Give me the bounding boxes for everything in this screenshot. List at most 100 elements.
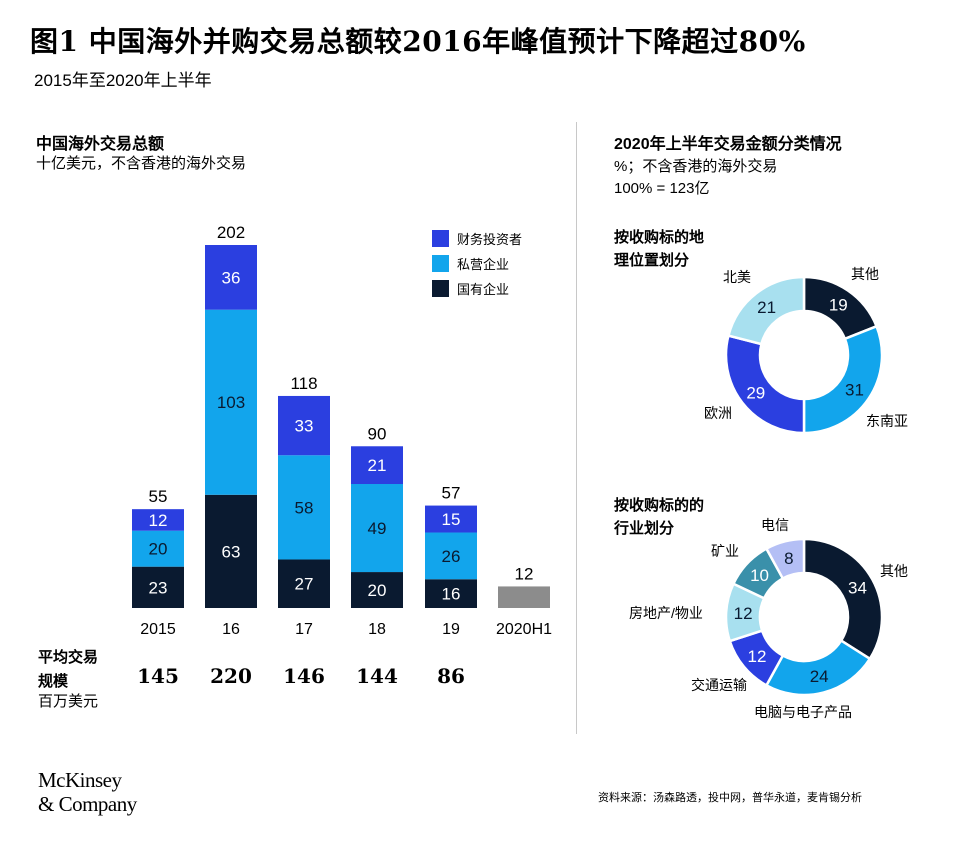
bar-value-label: 12 — [149, 511, 168, 530]
geo-donut-title-line1: 按收购标的地 — [614, 229, 705, 246]
pie-section-total: 100% = 123亿 — [614, 180, 710, 197]
bar-segment-financial — [351, 446, 403, 485]
logo-line2: & Company — [38, 792, 137, 816]
bar-segment-state — [205, 494, 257, 608]
bar-value-label: 103 — [217, 393, 245, 412]
legend-item-state: 国有企业 — [432, 276, 522, 301]
avg-deal-unit: 百万美元 — [38, 693, 99, 710]
bar-segment-private — [351, 484, 403, 573]
bar-total-label: 55 — [149, 487, 168, 506]
bar-chart: 23 20 12 55 2015 63 103 36 202 16 27 58 33 118 17 20 49 2… — [132, 223, 552, 638]
bar-segment-state — [278, 559, 330, 608]
bar-value-label: 27 — [295, 575, 314, 594]
bar-segment-private — [205, 309, 257, 495]
donut-slice — [802, 324, 884, 435]
donut-value-label: 31 — [845, 380, 864, 399]
bar-value-label: 23 — [149, 578, 168, 597]
bar-segment-financial — [425, 505, 477, 533]
legend-item-private: 私营企业 — [432, 251, 522, 276]
bar-segment-state — [425, 579, 477, 608]
legend-label-financial: 财务投资者 — [457, 232, 523, 247]
industry-donut-title: 按收购标的的 行业划分 — [614, 494, 704, 540]
donut-slice — [726, 275, 806, 346]
x-tick-label: 17 — [295, 621, 313, 638]
bar-segment-financial — [278, 395, 330, 456]
bar-total-label: 90 — [368, 424, 387, 443]
pie-section-title: 2020年上半年交易金额分类情况 — [614, 136, 842, 153]
page-title: 图1 中国海外并购交易总额较2016年峰值预计下降超过80% — [30, 25, 806, 58]
x-tick-label: 19 — [442, 621, 460, 638]
donut-category-label: 电脑与电子产品 — [754, 704, 852, 720]
legend-label-private: 私营企业 — [457, 257, 510, 272]
bar-value-label: 33 — [295, 417, 314, 436]
donut-value-label: 19 — [829, 296, 848, 315]
mckinsey-logo: McKinsey & Company — [38, 768, 137, 816]
donut-category-label: 其他 — [880, 563, 908, 579]
avg-deal-title-line1: 平均交易 — [38, 649, 99, 666]
donut-value-label: 24 — [810, 667, 829, 686]
donut-value-label: 21 — [757, 298, 776, 317]
donut-value-label: 12 — [748, 647, 767, 666]
geo-donut-title: 按收购标的地 理位置划分 — [614, 226, 704, 272]
bar-segment-private — [278, 455, 330, 560]
bar-section-subtitle: 十亿美元，不含香港的海外交易 — [36, 155, 247, 172]
legend-swatch-state — [432, 280, 449, 297]
avg-deal-value: 86 — [437, 664, 465, 688]
x-tick-label: 2020H1 — [496, 621, 552, 638]
bar-value-label: 16 — [442, 585, 461, 604]
geo-donut-title-line2: 理位置划分 — [614, 252, 690, 269]
bar-value-label: 21 — [368, 456, 387, 475]
donut-category-label: 交通运输 — [691, 677, 747, 693]
section-divider — [576, 122, 577, 734]
pie-section-subtitle: %；不含香港的海外交易 — [614, 158, 778, 175]
donut-category-label: 北美 — [723, 269, 751, 285]
bar-value-label: 15 — [442, 510, 461, 529]
donut-slice — [764, 537, 806, 581]
bar-segment-state — [132, 566, 184, 608]
bar-segment-total — [498, 586, 550, 608]
avg-deal-value: 146 — [283, 664, 325, 688]
source-note: 资料来源：汤森路透，投中网，普华永道，麦肯锡分析 — [598, 792, 862, 804]
bar-segment-private — [132, 530, 184, 567]
industry-donut-title-line1: 按收购标的的 — [614, 497, 705, 514]
x-tick-label: 16 — [222, 621, 240, 638]
donut-category-label: 其他 — [851, 266, 879, 282]
bar-value-label: 36 — [222, 268, 241, 287]
donut-slice — [802, 537, 884, 661]
industry-donut-title-line2: 行业划分 — [614, 520, 675, 537]
bar-value-label: 20 — [368, 581, 387, 600]
legend-label-state: 国有企业 — [457, 282, 510, 297]
bar-value-label: 26 — [442, 547, 461, 566]
avg-deal-value: 145 — [137, 664, 179, 688]
avg-deal-title: 平均交易 规模 — [38, 646, 98, 694]
donut-value-label: 29 — [746, 383, 765, 402]
avg-deal-value: 144 — [356, 664, 398, 688]
donut-value-label: 12 — [734, 604, 753, 623]
bar-value-label: 58 — [295, 498, 314, 517]
avg-deal-title-line2: 规模 — [38, 673, 69, 690]
x-tick-label: 18 — [368, 621, 386, 638]
bar-segment-financial — [205, 245, 257, 310]
logo-line1: McKinsey — [38, 768, 122, 792]
donut-category-label: 欧洲 — [704, 405, 732, 421]
donut-category-label: 矿业 — [711, 543, 739, 559]
donut-category-label: 电信 — [761, 517, 789, 533]
donut-value-label: 34 — [848, 579, 867, 598]
bar-value-label: 20 — [149, 540, 168, 559]
bar-legend: 财务投资者 私营企业 国有企业 — [432, 226, 522, 301]
donut-category-label: 东南亚 — [866, 413, 908, 429]
bar-section-title: 中国海外交易总额 — [36, 136, 165, 153]
bar-total-label: 57 — [442, 484, 461, 503]
x-tick-label: 2015 — [140, 621, 176, 638]
donut-slice — [724, 334, 806, 435]
bar-segment-private — [425, 532, 477, 580]
donut-value-label: 8 — [784, 549, 793, 568]
bar-total-label: 12 — [515, 564, 534, 583]
legend-item-financial: 财务投资者 — [432, 226, 522, 251]
bar-segment-state — [351, 572, 403, 608]
bar-segment-financial — [132, 509, 184, 531]
bar-total-label: 118 — [290, 374, 317, 393]
bar-value-label: 49 — [368, 519, 387, 538]
